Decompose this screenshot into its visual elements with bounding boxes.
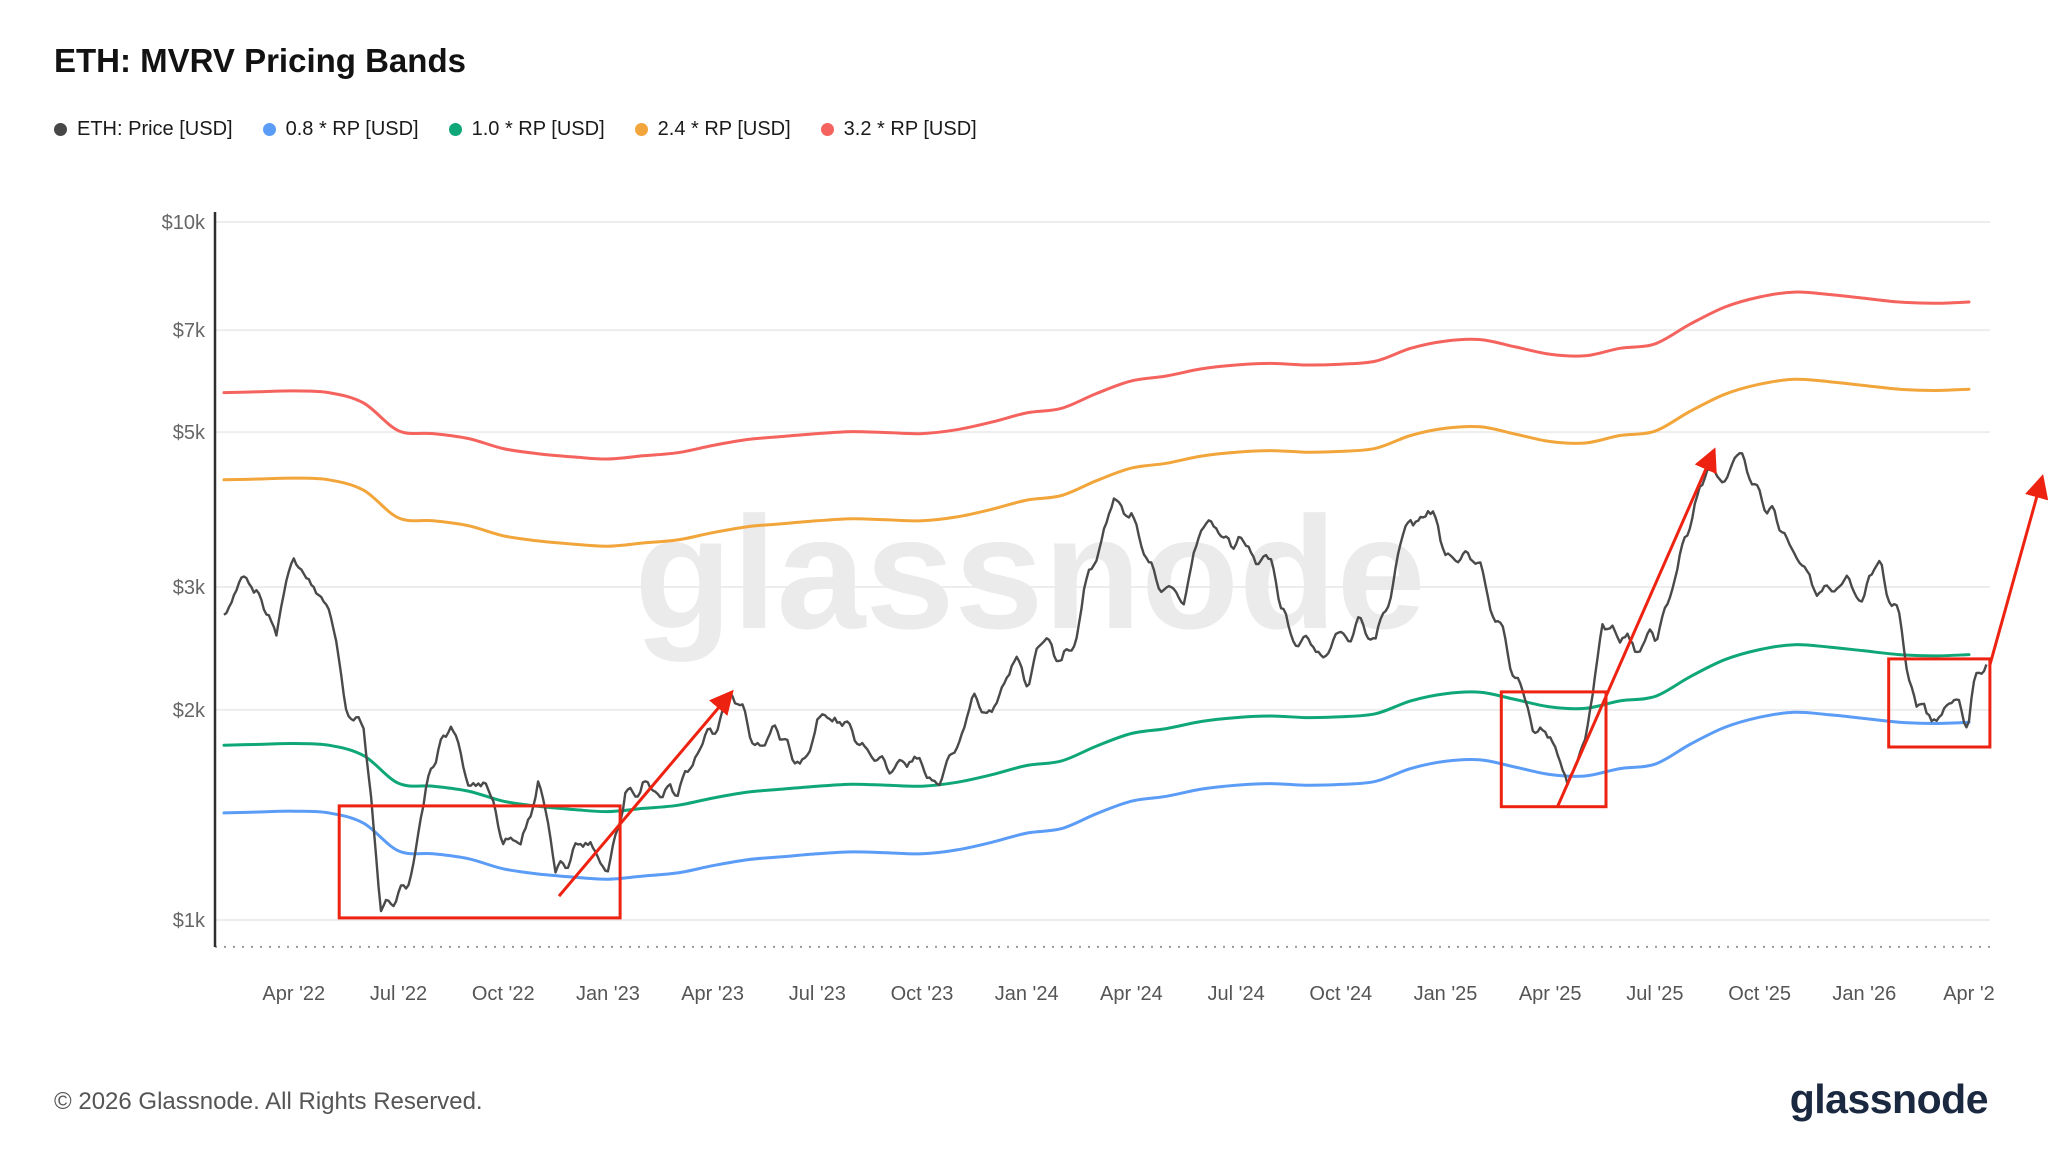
glassnode-logo: glassnode [1789, 1076, 1989, 1122]
y-tick-label: $10k [162, 212, 206, 234]
x-tick-label: Oct '23 [891, 983, 954, 1005]
annotation-box [337, 804, 622, 920]
x-tick-label: Apr '22 [262, 983, 325, 1005]
legend-label: 1.0 * RP [USD] [471, 118, 605, 140]
x-tick-label: Apr '23 [681, 983, 744, 1005]
annotation-arrow [557, 689, 734, 898]
legend-dot-icon [448, 123, 462, 136]
legend-label: ETH: Price [USD] [77, 118, 233, 140]
y-tick-label: $5k [173, 422, 206, 444]
y-tick-label: $1k [173, 910, 206, 932]
x-tick-label: Jan '24 [995, 983, 1059, 1005]
legend-item-3[interactable]: 2.4 * RP [USD] [634, 118, 791, 141]
y-tick-label: $7k [173, 320, 206, 342]
legend-label: 0.8 * RP [USD] [285, 118, 419, 140]
x-tick-label: Jan '25 [1414, 983, 1478, 1005]
x-tick-label: Oct '24 [1309, 983, 1372, 1005]
x-tick-label: Jul '23 [789, 983, 846, 1005]
legend-dot-icon [820, 123, 834, 136]
band-line-2.4 [222, 377, 1971, 548]
annotation-arrow [1988, 474, 2048, 666]
legend-item-0[interactable]: ETH: Price [USD] [54, 118, 233, 141]
chart-title: ETH: MVRV Pricing Bands [54, 42, 466, 79]
band-line-3.2 [222, 290, 1971, 461]
legend-label: 3.2 * RP [USD] [843, 118, 977, 140]
legend-item-4[interactable]: 3.2 * RP [USD] [820, 118, 977, 141]
legend: ETH: Price [USD] 0.8 * RP [USD] 1.0 * RP [… [54, 118, 977, 141]
legend-item-2[interactable]: 1.0 * RP [USD] [448, 118, 605, 141]
y-tick-label: $3k [173, 577, 206, 599]
legend-dot-icon [262, 123, 276, 136]
x-tick-label: Jan '26 [1832, 983, 1896, 1005]
x-tick-label: Jul '22 [370, 983, 427, 1005]
x-tick-label: Oct '25 [1728, 983, 1791, 1005]
copyright-text: © 2026 Glassnode. All Rights Reserved. [54, 1088, 483, 1115]
band-line-1 [222, 643, 1971, 814]
watermark-text: glassnode [634, 483, 1425, 662]
annotation-box [1499, 690, 1608, 809]
y-tick-label: $2k [173, 700, 206, 722]
annotation-box [1887, 657, 1992, 749]
x-tick-label: Jul '24 [1208, 983, 1265, 1005]
x-tick-label: Apr '2 [1943, 983, 1995, 1005]
legend-item-1[interactable]: 0.8 * RP [USD] [262, 118, 419, 141]
legend-label: 2.4 * RP [USD] [657, 118, 791, 140]
legend-dot-icon [54, 123, 67, 136]
x-tick-label: Oct '22 [472, 983, 535, 1005]
x-tick-label: Jan '23 [576, 983, 640, 1005]
x-tick-label: Apr '24 [1100, 983, 1163, 1005]
band-line-0.8 [222, 710, 1971, 881]
x-tick-label: Apr '25 [1519, 983, 1582, 1005]
x-tick-label: Jul '25 [1626, 983, 1683, 1005]
legend-dot-icon [634, 123, 648, 136]
price-line [223, 452, 1988, 913]
annotation-arrow [1555, 447, 1717, 809]
